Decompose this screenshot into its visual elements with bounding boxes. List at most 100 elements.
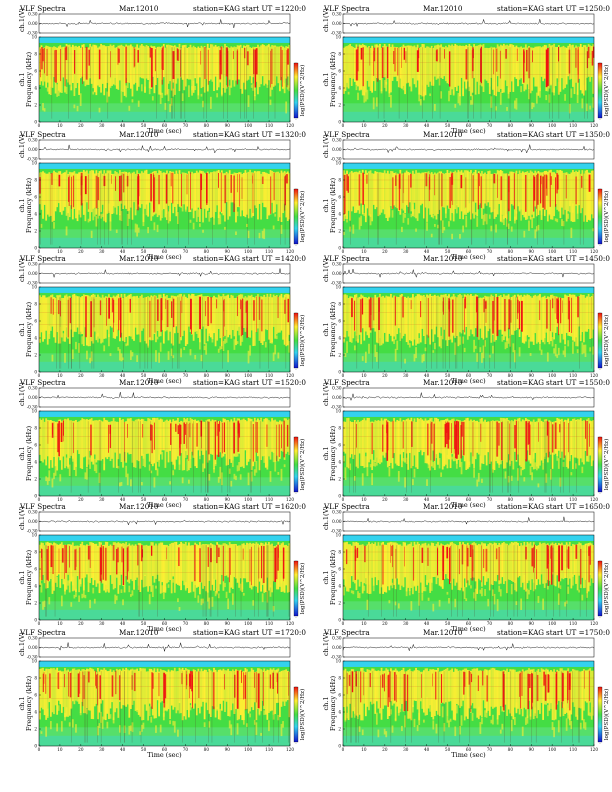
waveform-trace [342,144,595,154]
y-tick-label: 8 [338,52,341,57]
waveform-tick-label: 0.00 [332,395,342,400]
panel-start-time: start UT =1650:0 [546,502,610,511]
panel-station: station=KAG [193,378,241,387]
x-tick-label: 70 [183,497,189,502]
x-tick-label: 50 [141,747,147,752]
x-tick-label: 0 [342,249,345,254]
x-tick-label: 50 [445,123,451,128]
y-tick-label: 4 [338,336,341,341]
spectrogram-panel-4: VLF Spectra Mar.12010 station=KAG start … [312,130,612,261]
x-tick-label: 10 [57,497,63,502]
x-tick-label: 40 [424,373,430,378]
colorbar [597,62,603,119]
x-tick-label: 0 [38,621,41,626]
y-channel-label: ch.1 [18,72,26,86]
waveform-trace [342,18,595,28]
colorbar-label: log(PSD)(V^2/Hz) [299,563,306,615]
waveform-tick-label: -0.30 [331,654,342,659]
x-tick-label: 70 [183,747,189,752]
colorbar-tick: - [599,368,601,372]
start-prefix: start UT = [242,4,281,13]
colorbar-tick: - [599,187,601,191]
panel-date: Mar.12010 [119,254,159,263]
waveform-tick-label: 0.30 [28,261,38,266]
panel-title: VLF Spectra [20,130,66,139]
waveform-tick-label: 0.00 [332,147,342,152]
panel-start-time: start UT =1250:0 [546,4,610,13]
y-tick-label: 4 [338,584,341,589]
panel-start-time: start UT =1550:0 [546,378,610,387]
x-tick-label: 20 [78,249,84,254]
y-tick-label: 4 [34,336,37,341]
x-tick-label: 40 [120,747,126,752]
x-tick-label: 30 [403,249,409,254]
y-axis-label: Frequency (kHz) [25,549,33,605]
x-tick-label: 80 [204,747,210,752]
y-tick-label: 6 [34,443,37,448]
y-channel-label: ch.1 [322,570,330,584]
x-tick-label: 70 [487,249,493,254]
colorbar [293,188,299,245]
colorbar [293,436,299,493]
colorbar-tick: - [599,311,601,315]
start-value: 1620:0 [280,502,306,511]
waveform-trace [342,392,595,401]
x-tick-label: 110 [569,249,577,254]
colorbar-tick: - [599,742,601,746]
waveform-trace [38,642,291,652]
x-tick-label: 110 [569,621,577,626]
y-tick-label: 4 [34,460,37,465]
y-tick-label: 6 [338,443,341,448]
y-tick-label: 10 [32,161,38,166]
x-tick-label: 0 [38,747,41,752]
y-axis-label: Frequency (kHz) [329,51,337,107]
colorbar-tick: - [295,685,297,689]
y-channel-label: ch.1 [322,198,330,212]
y-tick-label: 4 [34,212,37,217]
y-tick-label: 8 [34,676,37,681]
x-tick-label: 40 [424,497,430,502]
panel-title: VLF Spectra [324,130,370,139]
y-channel-label: ch.1 [18,570,26,584]
y-tick-label: 2 [338,229,341,234]
waveform-trace [342,268,595,279]
x-tick-label: 60 [466,621,472,626]
panel-title: VLF Spectra [20,502,66,511]
x-tick-label: 90 [529,497,535,502]
spectrogram-panel-2: VLF Spectra Mar.12010 station=KAG start … [312,4,612,135]
panel-title: VLF Spectra [20,628,66,637]
y-tick-label: 8 [338,550,341,555]
x-tick-label: 70 [183,621,189,626]
panel-date: Mar.12010 [119,4,159,13]
x-axis-label: Time (sec) [451,377,486,385]
y-tick-label: 0 [338,370,341,375]
x-tick-label: 20 [78,747,84,752]
y-tick-label: 0 [338,246,341,251]
colorbar [597,436,603,493]
x-tick-label: 40 [424,123,430,128]
x-tick-label: 40 [120,497,126,502]
y-channel-label: ch.1 [322,322,330,336]
spectrogram-panel-12: VLF Spectra Mar.12010 station=KAG start … [312,628,612,759]
panel-date: Mar.12010 [423,502,463,511]
x-tick-label: 40 [424,621,430,626]
x-tick-label: 110 [265,373,273,378]
start-prefix: start UT = [242,130,281,139]
panel-start-time: start UT =1420:0 [242,254,306,263]
waveform-tick-label: 0.30 [28,137,38,142]
x-tick-label: 120 [286,621,294,626]
x-tick-label: 80 [204,373,210,378]
panel-date: Mar.12010 [119,502,159,511]
y-axis-label: Frequency (kHz) [329,301,337,357]
x-tick-label: 40 [424,747,430,752]
x-tick-label: 80 [204,497,210,502]
x-tick-label: 30 [403,621,409,626]
y-axis-label: Frequency (kHz) [25,425,33,481]
waveform-tick-label: 0.30 [332,509,342,514]
x-tick-label: 30 [99,249,105,254]
x-tick-label: 70 [487,497,493,502]
